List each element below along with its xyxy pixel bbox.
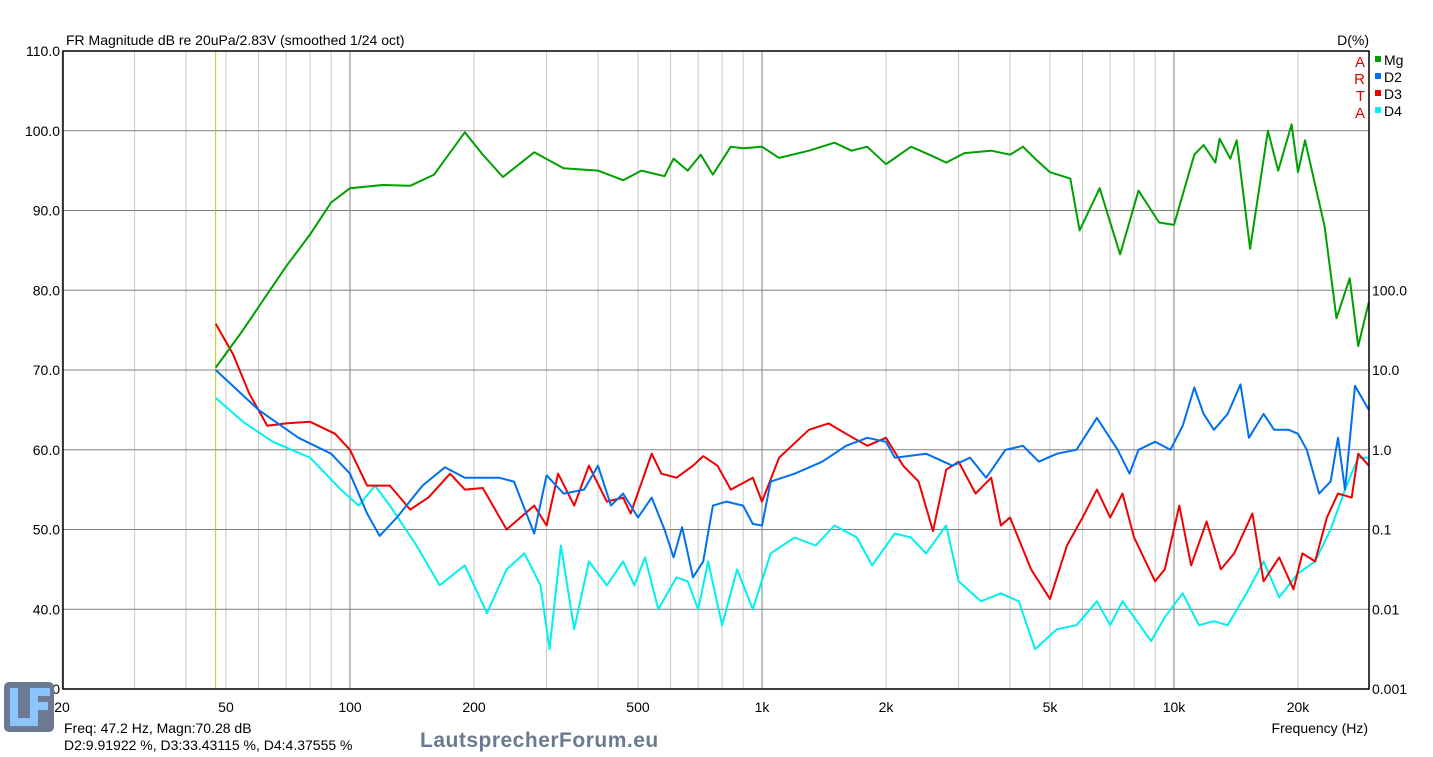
x-tick-label: 10k — [1163, 699, 1187, 715]
y-tick-label: 40.0 — [33, 601, 60, 617]
right-tick-label: 1.0 — [1372, 442, 1392, 458]
legend-swatch-d4 — [1375, 107, 1381, 113]
y-tick-label: 50.0 — [33, 522, 60, 538]
x-tick-label: 20 — [54, 699, 70, 715]
right-tick-label: 0.01 — [1372, 601, 1399, 617]
x-tick-label: 50 — [218, 699, 234, 715]
x-tick-label: 20k — [1287, 699, 1311, 715]
chart-title: FR Magnitude dB re 20uPa/2.83V (smoothed… — [66, 32, 405, 48]
lautsprecherforum-logo — [4, 682, 54, 732]
arta-brand-letter: R — [1354, 71, 1365, 88]
x-tick-label: 100 — [338, 699, 362, 715]
plot-frame — [62, 50, 1370, 690]
right-axis-title: D(%) — [1337, 32, 1369, 48]
x-tick-label: 1k — [755, 699, 771, 715]
y-tick-label: 60.0 — [33, 442, 60, 458]
legend-swatch-d3 — [1375, 90, 1381, 96]
legend-label-d3: D3 — [1384, 86, 1402, 102]
legend-label-d2: D2 — [1384, 69, 1402, 85]
legend-label-mg: Mg — [1384, 52, 1403, 68]
right-tick-label: 0.001 — [1372, 681, 1407, 697]
cursor-readout-line1: Freq: 47.2 Hz, Magn:70.28 dB — [64, 720, 252, 736]
legend-swatch-d2 — [1375, 73, 1381, 79]
arta-brand-letter: T — [1356, 88, 1365, 105]
legend-label-d4: D4 — [1384, 103, 1402, 119]
y-tick-label: 90.0 — [33, 203, 60, 219]
y-tick-label: 110.0 — [26, 43, 60, 59]
arta-brand-letter: A — [1355, 54, 1365, 71]
x-tick-label: 5k — [1043, 699, 1059, 715]
y-tick-label: 100.0 — [25, 123, 60, 139]
arta-brand-letter: A — [1355, 105, 1365, 122]
x-axis-label: Frequency (Hz) — [1272, 720, 1368, 736]
series-line-mg — [214, 123, 1370, 369]
right-tick-label: 100.0 — [1372, 282, 1407, 298]
series-line-d2 — [215, 369, 1370, 579]
x-tick-label: 500 — [626, 699, 650, 715]
series-line-d4 — [215, 397, 1369, 651]
right-tick-label: 0.1 — [1372, 522, 1392, 538]
y-tick-label: 80.0 — [33, 282, 60, 298]
cursor-readout-line2: D2:9.91922 %, D3:33.43115 %, D4:4.37555 … — [64, 737, 353, 753]
series-line-d3 — [214, 323, 1370, 600]
legend-swatch-mg — [1375, 56, 1381, 62]
x-tick-label: 2k — [879, 699, 895, 715]
right-tick-label: 10.0 — [1372, 362, 1399, 378]
watermark-text: LautsprecherForum.eu — [420, 729, 659, 752]
y-tick-label: 70.0 — [33, 362, 60, 378]
x-tick-label: 200 — [462, 699, 486, 715]
